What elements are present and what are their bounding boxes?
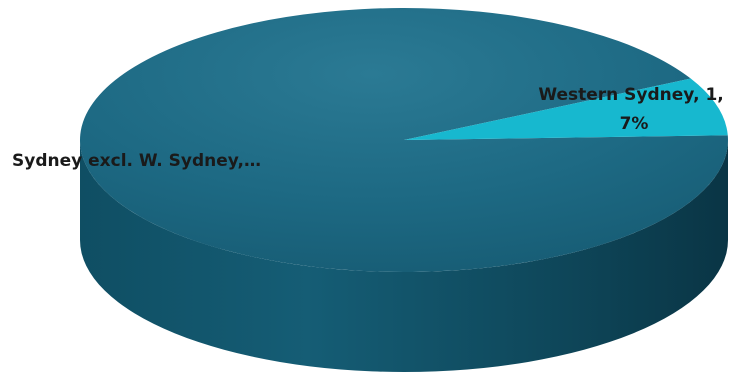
pie-slice-western-sydney bbox=[404, 78, 728, 140]
pie-side-wall bbox=[80, 140, 728, 372]
data-label-sydney-excl-w-sydney: Sydney excl. W. Sydney,… bbox=[12, 151, 261, 171]
pie-data-labels: Sydney excl. W. Sydney,… Western Sydney,… bbox=[12, 85, 729, 171]
pie-side-slice-sydney-excl-w-sydney bbox=[80, 140, 728, 372]
pie-top-face bbox=[79, 7, 728, 272]
data-label-western-sydney: Western Sydney, 1, 7% bbox=[538, 85, 729, 134]
pie-slice-sydney-excl-w-sydney bbox=[79, 7, 728, 272]
